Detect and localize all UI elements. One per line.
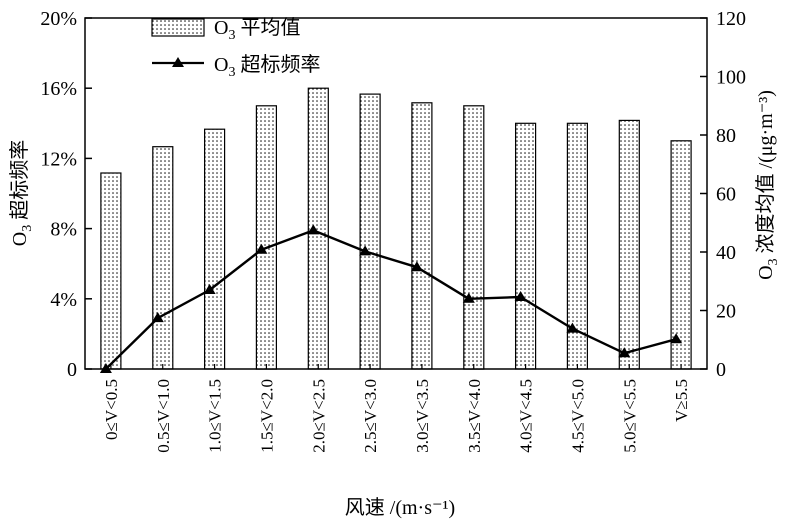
line-marker-1: [151, 312, 164, 323]
bar-3: [255, 105, 277, 370]
x-tick-label: 4.5≤V<5.0: [568, 379, 587, 453]
y-right-tick-label: 40: [716, 242, 736, 264]
legend-line-marker: [172, 57, 184, 67]
bars-layer: [100, 87, 692, 370]
y-right-tick-label: 20: [716, 301, 736, 323]
y-axis-right-title: O3 浓度均值 /(μg·m⁻³): [754, 90, 781, 280]
bar-5: [359, 93, 381, 370]
x-tick-label: 1.5≤V<2.0: [257, 379, 276, 453]
x-tick-label: V≥5.5: [672, 379, 691, 422]
line-marker-10: [618, 347, 631, 358]
legend-bar-swatch: [151, 18, 205, 37]
y-left-tick-label: 8%: [50, 219, 77, 241]
x-tick-label: 2.0≤V<2.5: [309, 379, 328, 453]
x-tick-label: 0.5≤V<1.0: [154, 379, 173, 453]
y-axis-left-title: O3 超标频率: [8, 140, 35, 246]
exceed-rate-line: [105, 229, 677, 370]
line-marker-7: [462, 292, 475, 303]
line-marker-4: [307, 224, 320, 235]
y-right-tick-label: 120: [716, 8, 746, 30]
bar-10: [618, 119, 640, 370]
bar-11: [670, 140, 692, 370]
x-tick-label: 5.0≤V<5.5: [620, 379, 639, 453]
x-tick-label: 0≤V<0.5: [102, 379, 121, 440]
line-marker-8: [514, 291, 527, 301]
bar-1: [152, 146, 174, 370]
legend-bar-label: O3 平均值: [214, 16, 300, 43]
x-tick-label: 1.0≤V<1.5: [206, 379, 225, 453]
legend: O3 平均值 O3 超标频率: [151, 16, 320, 80]
line-marker-6: [410, 261, 423, 272]
line-marker-5: [359, 245, 372, 256]
y-right-tick-label: 80: [716, 125, 736, 147]
x-axis: 0≤V<0.5 0.5≤V<1.0 1.0≤V<1.5 1.5≤V<2.0 2.0≤V<…: [102, 364, 691, 453]
y-right-tick-label: 60: [716, 184, 736, 206]
legend-line-label: O3 超标频率: [214, 53, 320, 80]
x-tick-label: 4.0≤V<4.5: [517, 379, 536, 453]
y-right-tick-label: 100: [716, 67, 746, 89]
y-left-tick-label: 0: [67, 359, 77, 381]
bar-8: [514, 122, 537, 370]
x-tick-label: 3.5≤V<4.0: [465, 379, 484, 453]
bar-6: [411, 102, 433, 370]
line-layer: [99, 224, 683, 373]
x-tick-label: 2.5≤V<3.0: [361, 379, 380, 453]
y-right-tick-label: 0: [716, 359, 726, 381]
plot-frame: [84, 17, 708, 370]
line-marker-3: [255, 243, 268, 254]
line-marker-0: [99, 363, 112, 373]
line-marker-11: [670, 333, 683, 344]
y-left-tick-label: 16%: [40, 78, 77, 100]
y-left-tick-label: 20%: [40, 8, 77, 30]
y-axis-left: 0 4% 8% 12% 16% 20%: [40, 8, 92, 381]
x-tick-label: 3.0≤V<3.5: [413, 379, 432, 453]
line-marker-2: [203, 284, 216, 294]
x-axis-title: 风速 /(m·s⁻¹): [345, 496, 455, 519]
y-left-tick-label: 4%: [50, 289, 77, 311]
bar-2: [204, 128, 226, 370]
y-axis-right: 0 20 40 60 80 100 120: [700, 8, 746, 381]
line-marker-9: [566, 322, 579, 333]
bar-7: [463, 105, 485, 370]
bar-0: [100, 172, 122, 370]
y-left-tick-label: 12%: [40, 148, 77, 170]
